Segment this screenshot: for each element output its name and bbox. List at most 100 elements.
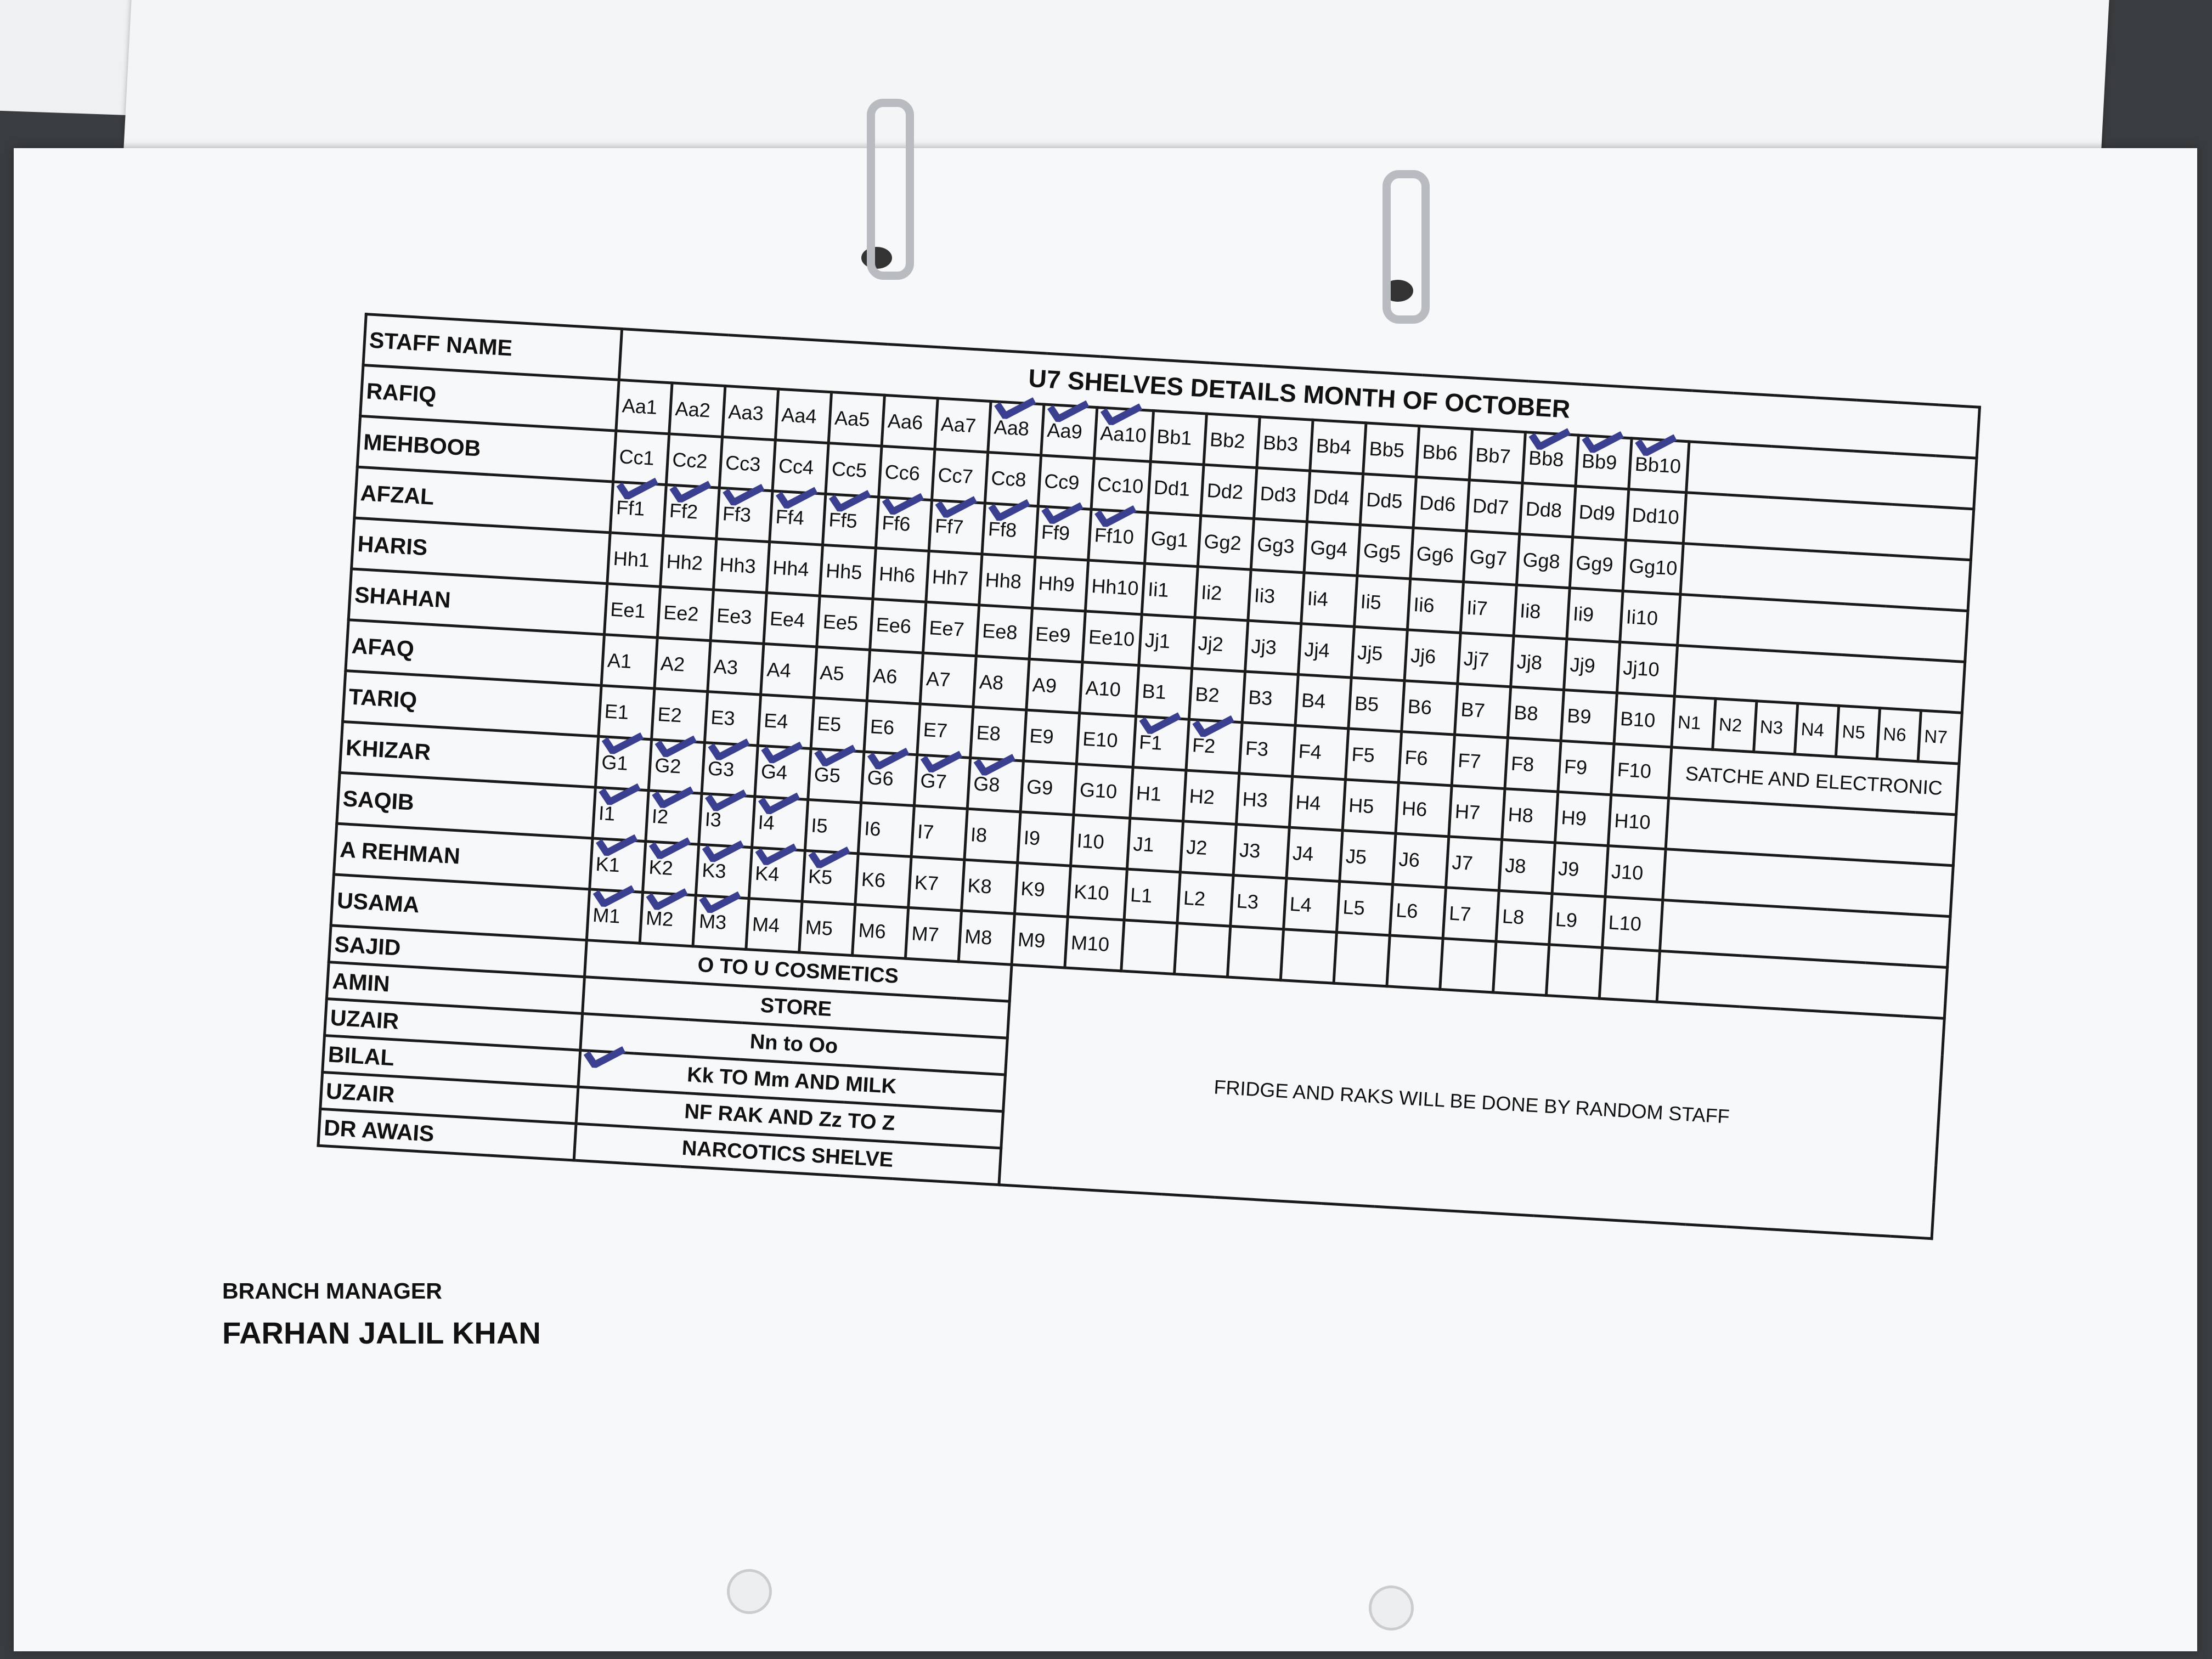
shelf-cell: L1 (1124, 869, 1181, 923)
task-assignment: Kk TO Mm AND MILK (578, 1046, 1006, 1111)
checkmark-icon (988, 499, 1030, 523)
shelf-cell: Dd2 (1200, 464, 1257, 519)
shelf-cell: I9 (1017, 811, 1074, 866)
shelf-cell: Ff9 (1035, 502, 1092, 561)
shelf-cell: N3 (1753, 701, 1798, 754)
shelf-cell: Ee8 (976, 605, 1032, 659)
punch-hole (1369, 1585, 1414, 1630)
shelf-cell: H2 (1183, 770, 1239, 825)
shelf-cell: B6 (1401, 680, 1458, 735)
staff-row: SAQIB I1 I2 I3 I4 I5 I6 I7 I8 I9 I10 J1 J2 J3 J4 J5 J6 J7… (336, 772, 1954, 917)
shelf-cell: Ii7 (1460, 582, 1517, 636)
checkmark-icon (1635, 434, 1677, 458)
shelf-cell: Ee5 (816, 596, 873, 650)
checkmark-icon (1041, 502, 1084, 526)
shelf-cell: M7 (905, 907, 962, 962)
shelf-cell: Bb9 (1576, 431, 1632, 489)
checkmark-icon (828, 490, 871, 514)
shelf-cell: H7 (1448, 785, 1505, 840)
shelf-cell: G5 (808, 744, 864, 803)
shelf-cell: J10 (1605, 845, 1666, 900)
shelf-cell: Jj2 (1192, 617, 1248, 672)
shelf-cell: J9 (1552, 842, 1609, 897)
shelf-cell: A5 (814, 646, 870, 701)
shelf-cell: Ee2 (657, 586, 714, 641)
checkmark-icon (1582, 431, 1624, 455)
shelf-cell: K8 (961, 860, 1018, 914)
shelf-cell: E10 (1076, 713, 1136, 768)
shelf-cell: I10 (1070, 815, 1130, 870)
shelf-cell: G3 (702, 738, 758, 797)
shelf-cell: M3 (693, 891, 749, 950)
shelf-cell: Hh9 (1032, 557, 1088, 612)
shelf-cell: H3 (1236, 773, 1293, 828)
shelf-cell: H10 (1608, 794, 1669, 849)
shelf-cell: I2 (645, 786, 702, 845)
shelf-cell: Gg7 (1463, 531, 1520, 585)
shelf-cell: M10 (1064, 917, 1125, 971)
shelf-cell: B5 (1348, 678, 1405, 732)
shelf-cell: Gg3 (1251, 518, 1307, 573)
staff-row: RAFIQ Aa1 Aa2 Aa3 Aa4 Aa5 Aa6 Aa7 Aa8 Aa9 Aa10 Bb1 B… (360, 365, 1977, 509)
checkmark-icon (616, 477, 659, 501)
shelf-cell: F10 (1611, 743, 1672, 798)
checkmark-icon (583, 1046, 626, 1070)
shelf-cell: Hh8 (979, 554, 1035, 608)
checkmark-icon (1192, 715, 1234, 739)
shelf-cell: N7 (1918, 710, 1962, 764)
shelf-cell: M6 (852, 904, 909, 959)
empty-cell (1386, 935, 1443, 990)
shelf-cell: Aa4 (775, 389, 832, 443)
checkmark-icon (758, 792, 800, 816)
checkmark-icon (867, 747, 910, 771)
shelf-cell: J8 (1499, 839, 1555, 894)
shelf-cell: Ff1 (610, 477, 667, 536)
empty-cell (1121, 920, 1177, 974)
shelf-cell: Gg9 (1570, 537, 1626, 591)
shelf-cell: Ii1 (1142, 563, 1198, 618)
checkmark-icon (920, 751, 963, 774)
shelf-cell: Gg2 (1198, 515, 1254, 570)
checkmark-icon (935, 496, 978, 520)
shelf-cell: G2 (648, 735, 705, 794)
shelf-cell: Hh6 (873, 548, 929, 602)
shelf-cell: Gg1 (1144, 512, 1201, 567)
shelf-cell: A10 (1079, 662, 1139, 716)
staff-row: USAMA M1 M2 M3 M4 M5 M6 M7 M8 M9 M10 (331, 874, 1948, 1019)
shelf-cell: I8 (964, 809, 1021, 863)
shelf-cell: N6 (1877, 708, 1921, 761)
shelf-cell: Ee4 (763, 592, 820, 647)
checkmark-icon (1528, 428, 1571, 452)
shelf-cell: B8 (1508, 686, 1564, 741)
shelf-cell: Hh10 (1085, 560, 1145, 614)
shelf-cell: K7 (908, 856, 964, 911)
shelf-cell: Aa3 (722, 386, 778, 440)
shelf-cell: Jj3 (1245, 620, 1301, 675)
shelf-cell: Dd10 (1626, 489, 1686, 544)
shelf-cell: G4 (754, 741, 811, 800)
shelf-cell: I7 (911, 805, 968, 860)
binder-ring (1383, 170, 1430, 324)
checkmark-icon (808, 847, 850, 870)
shelf-cell: Hh3 (713, 539, 770, 593)
checkmark-icon (601, 732, 644, 756)
shelf-cell: L6 (1390, 884, 1446, 939)
shelf-cell: J2 (1180, 821, 1237, 876)
shelf-cell: B9 (1561, 690, 1617, 744)
shelf-cell: B3 (1242, 671, 1299, 726)
empty-cell (1227, 926, 1284, 980)
manager-role: BRANCH MANAGER (222, 1278, 442, 1304)
shelf-cell: K9 (1014, 862, 1071, 917)
shelf-cell: Hh1 (607, 532, 664, 587)
shelf-cell: Ff8 (982, 499, 1039, 557)
shelf-cell: K6 (855, 853, 912, 908)
shelf-cell: I3 (698, 789, 755, 848)
shelf-cell: A2 (654, 637, 711, 692)
shelf-cell: Ee9 (1029, 608, 1086, 662)
shelf-cell: A3 (707, 640, 764, 695)
shelf-cell: F8 (1505, 737, 1561, 792)
shelf-cell: A4 (760, 644, 817, 698)
staff-row: TARIQ E1 E2 E3 E4 E5 E6 E7 E8 E9 E10 F1 F2 F3 F4 F5 F6 F7… (342, 670, 1960, 815)
empty-cell (1280, 929, 1337, 984)
shelf-cell: K4 (749, 843, 805, 902)
